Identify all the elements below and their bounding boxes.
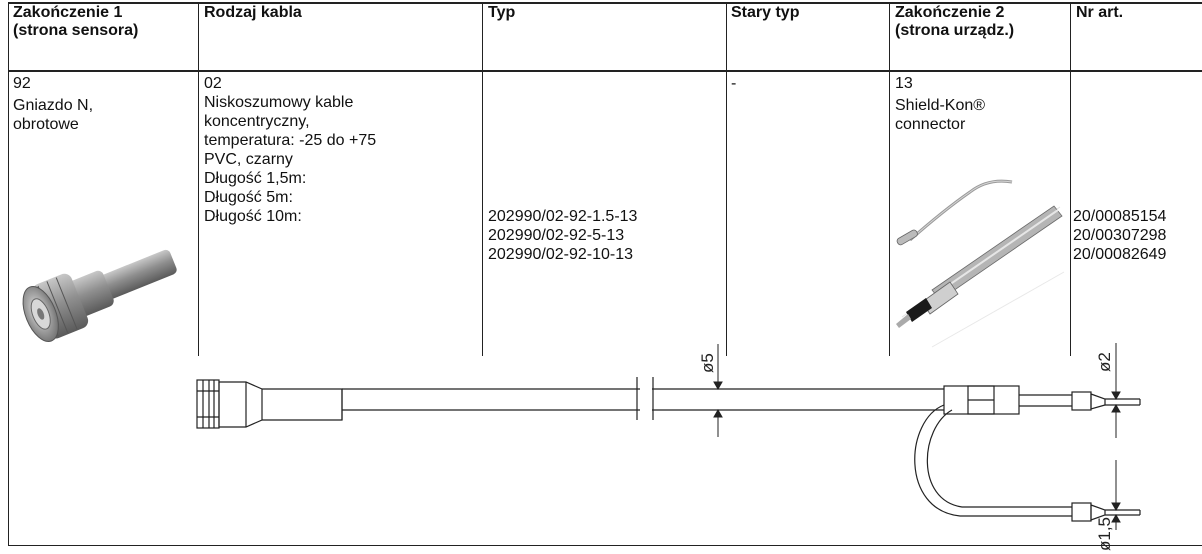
col-divider-3 bbox=[726, 2, 727, 356]
shield-kon-photo bbox=[896, 179, 1065, 348]
header-cable-type: Rodzaj kabla bbox=[204, 4, 302, 21]
col-divider-1 bbox=[198, 2, 199, 356]
cable-desc-line3: temperatura: -25 do +75 bbox=[204, 132, 377, 149]
header-old-type: Stary typ bbox=[731, 4, 800, 21]
header-end2: Zakończenie 2 (strona urządz.) bbox=[895, 4, 1014, 40]
table-bottom-border bbox=[9, 545, 1202, 546]
end1-desc-line1: Gniazdo N, bbox=[13, 97, 94, 114]
dim-pin-lower-arrow bbox=[1111, 403, 1121, 413]
dim-pin-label: ø2 bbox=[1095, 352, 1114, 372]
socket-body bbox=[218, 381, 263, 428]
header-bottom-border bbox=[9, 70, 1202, 72]
old-type-cell: - bbox=[731, 75, 737, 92]
header-end2-line1: Zakończenie 2 bbox=[895, 4, 1005, 21]
type-2: 202990/02-92-5-13 bbox=[488, 227, 625, 244]
type-3: 202990/02-92-10-13 bbox=[488, 246, 634, 263]
art-no-1: 20/00085154 bbox=[1073, 208, 1167, 225]
n-socket-photo bbox=[22, 249, 177, 342]
type-1: 202990/02-92-1.5-13 bbox=[488, 208, 638, 225]
lower-lead-inner bbox=[926, 409, 1072, 508]
dim-pin2-upper-arrow bbox=[1111, 502, 1121, 512]
upper-ferrule bbox=[1071, 391, 1092, 411]
end1-cell: 92 Gniazdo N, obrotowe bbox=[13, 74, 93, 134]
dim-pin2-lower-arrow bbox=[1111, 513, 1121, 523]
cable-length-2: Długość 5m: bbox=[204, 189, 293, 206]
type-cell: 202990/02-92-1.5-13 202990/02-92-5-13 20… bbox=[488, 207, 637, 264]
art-no-3: 20/00082649 bbox=[1073, 246, 1167, 263]
lower-ferrule bbox=[1071, 502, 1092, 522]
dim-pin-upper-arrow bbox=[1111, 391, 1121, 401]
end2-desc-line1: Shield-Kon® bbox=[895, 97, 986, 114]
header-end1-line2: (strona sensora) bbox=[13, 22, 139, 39]
cable-length-3: Długość 10m: bbox=[204, 208, 302, 225]
header-end2-line2: (strona urządz.) bbox=[895, 22, 1015, 39]
end2-desc-line2: connector bbox=[895, 116, 966, 133]
table-top-border bbox=[9, 2, 1202, 4]
cable-length-1: Długość 1,5m: bbox=[204, 170, 307, 187]
socket-nut bbox=[196, 379, 220, 429]
header-type: Typ bbox=[488, 4, 516, 21]
end1-code: 92 bbox=[13, 75, 31, 92]
header-end1-line1: Zakończenie 1 bbox=[13, 4, 123, 21]
header-end1: Zakończenie 1 (strona sensora) bbox=[13, 4, 138, 40]
cable-desc-line1: Niskoszumowy kable bbox=[204, 94, 354, 111]
end2-code: 13 bbox=[895, 75, 913, 92]
col-divider-5 bbox=[1070, 2, 1071, 356]
header-art-no: Nr art. bbox=[1076, 4, 1124, 21]
cable-desc-line4: PVC, czarny bbox=[204, 151, 293, 168]
art-no-2: 20/00307298 bbox=[1073, 227, 1167, 244]
art-no-cell: 20/00085154 20/00307298 20/00082649 bbox=[1073, 207, 1166, 264]
cable-cell: 02 Niskoszumowy kable koncentryczny, tem… bbox=[204, 74, 376, 226]
col-divider-2 bbox=[482, 2, 483, 356]
cable-code: 02 bbox=[204, 75, 222, 92]
dim-cable-upper-arrow bbox=[713, 381, 723, 391]
dim-cable-label: ø5 bbox=[698, 353, 717, 373]
lower-lead-outer bbox=[914, 404, 1072, 517]
dim-cable-lower-arrow bbox=[713, 408, 723, 418]
table-left-border bbox=[8, 2, 9, 546]
col-divider-4 bbox=[889, 2, 890, 356]
end1-desc-line2: obrotowe bbox=[13, 116, 79, 133]
end2-cell: 13 Shield-Kon® connector bbox=[895, 74, 985, 134]
dim-pin2-label: ø1,5 bbox=[1095, 517, 1114, 551]
cable-desc-line2: koncentryczny, bbox=[204, 113, 310, 130]
